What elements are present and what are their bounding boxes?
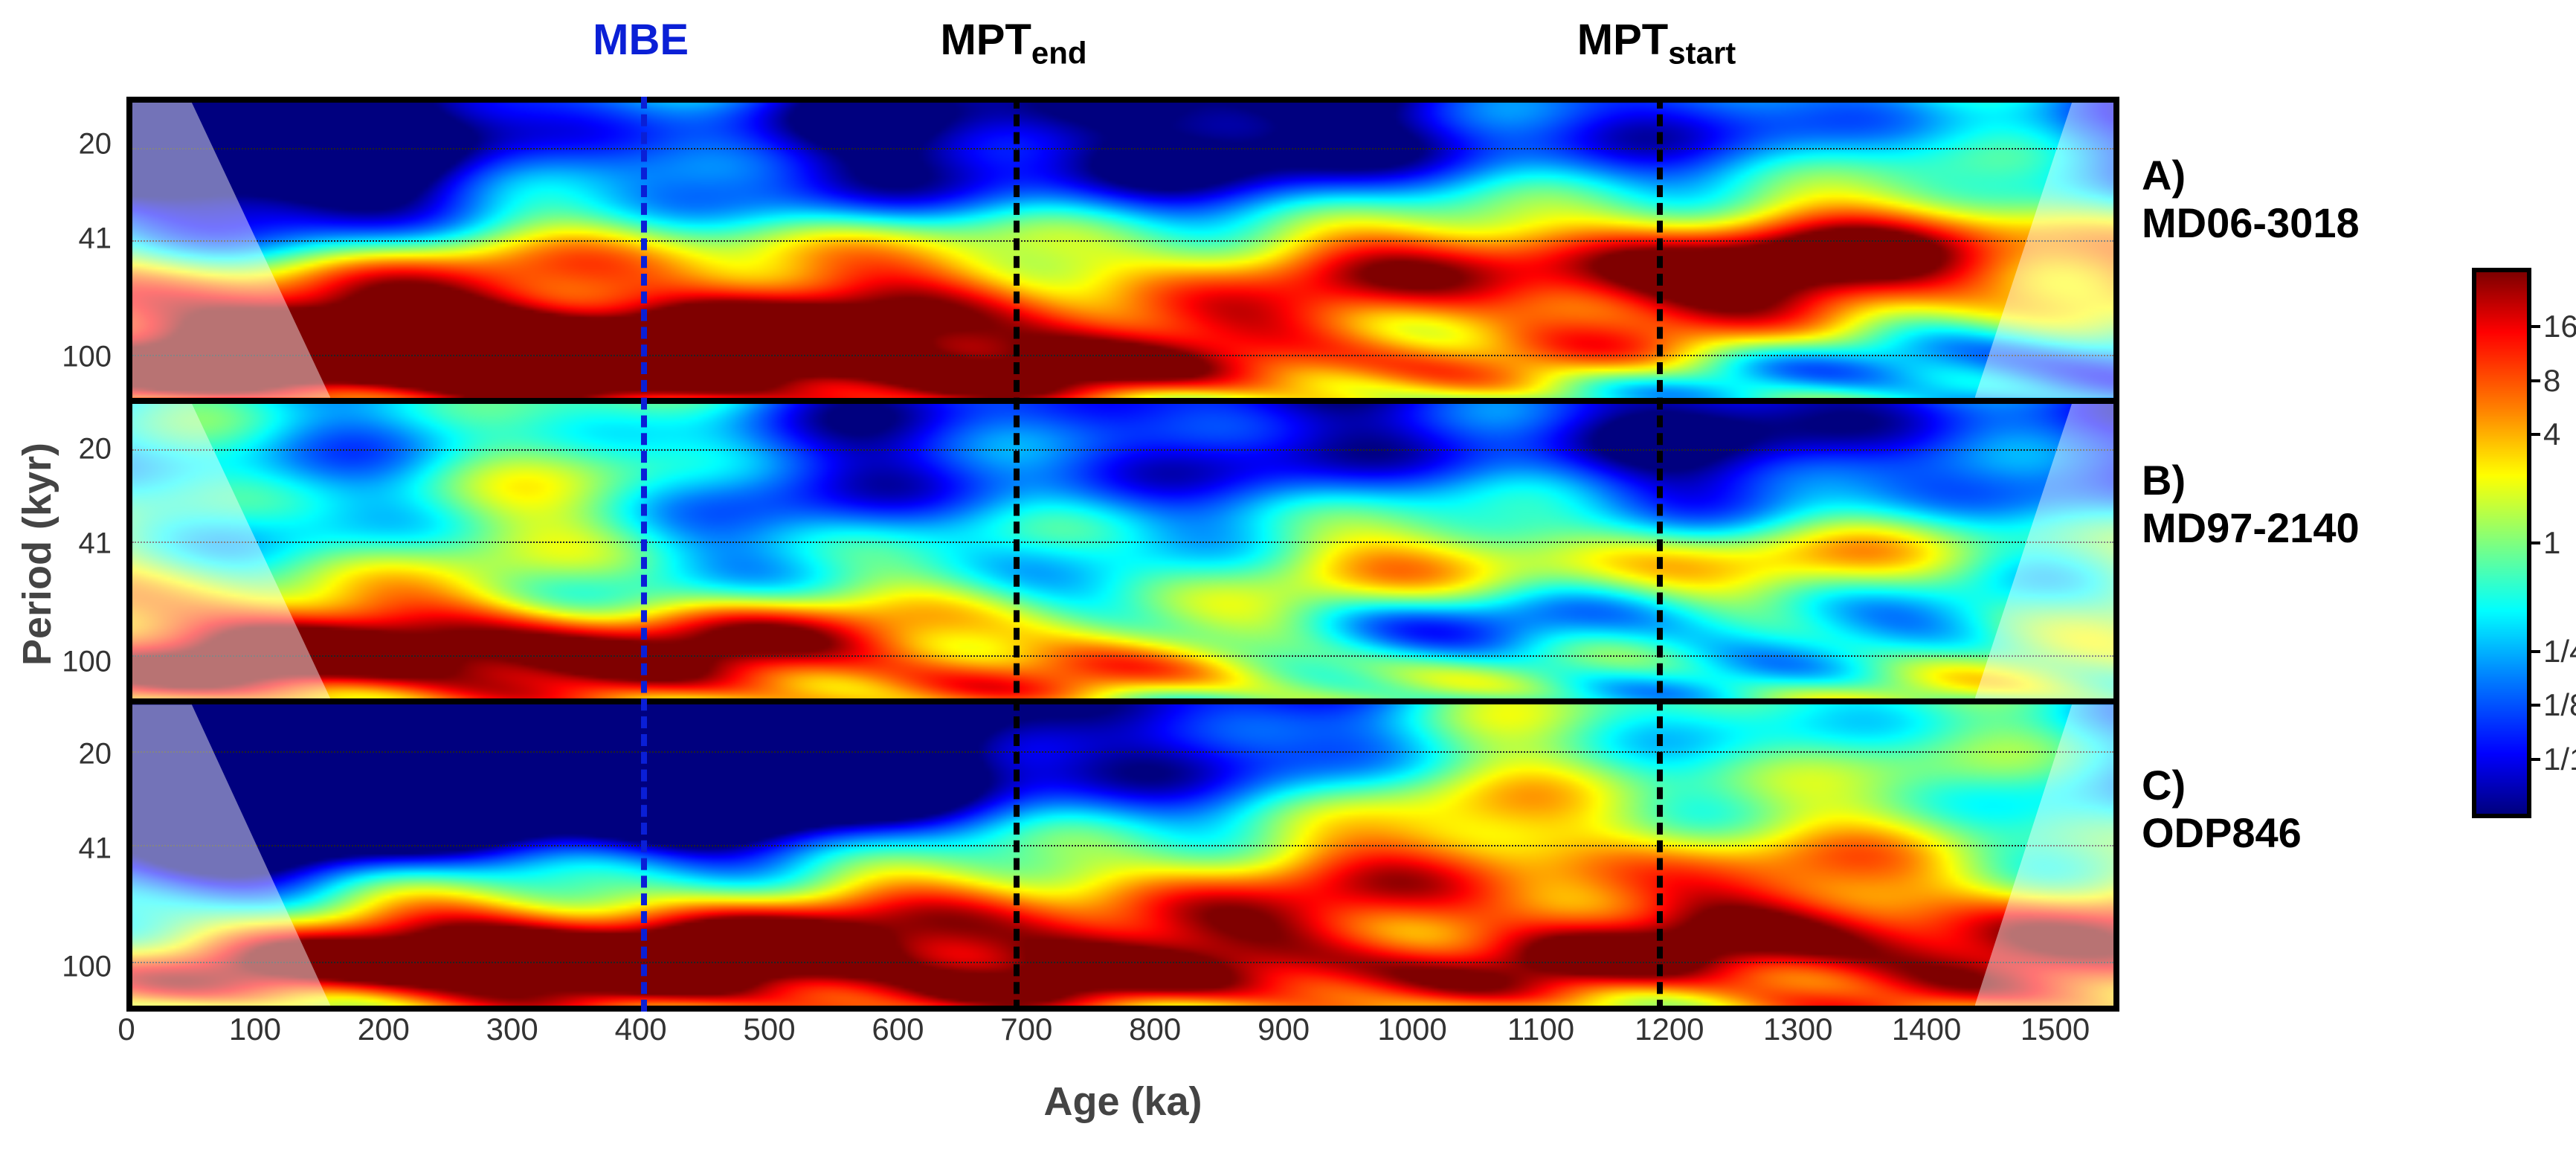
x-tick: 1500 <box>2020 1012 2090 1047</box>
panel-c <box>132 704 2113 1006</box>
x-axis-ticks: 0100200300400500600700800900100011001200… <box>126 1012 2119 1071</box>
event-label: MPTstart <box>1577 15 1736 71</box>
x-tick: 300 <box>486 1012 538 1047</box>
x-tick: 900 <box>1258 1012 1310 1047</box>
x-tick: 800 <box>1129 1012 1181 1047</box>
colorbar-canvas <box>2476 272 2527 814</box>
colorbar-tick-label: 1/8 <box>2543 687 2576 723</box>
wavelet-figure: Period (kyr) 204110020411002041100 MBEMP… <box>0 0 2576 1173</box>
panel-label: C)ODP846 <box>2142 762 2302 858</box>
y-tick: 100 <box>62 341 112 374</box>
x-tick: 700 <box>1000 1012 1052 1047</box>
plot-area <box>126 97 2119 1012</box>
colorbar-tick-label: 1/16 <box>2543 742 2576 777</box>
colorbar-tick-label: 1/4 <box>2543 634 2576 669</box>
colorbar-tick-label: 16 <box>2543 309 2576 344</box>
colorbar-tick-label: 4 <box>2543 417 2560 452</box>
panel-b <box>132 404 2113 705</box>
x-tick: 200 <box>358 1012 410 1047</box>
colorbar-tick-label: 8 <box>2543 363 2560 399</box>
y-tick: 100 <box>62 646 112 679</box>
x-axis-label: Age (ka) <box>126 1079 2119 1125</box>
colorbar: 168411/41/81/16 <box>2472 268 2531 818</box>
x-tick: 0 <box>117 1012 135 1047</box>
colorbar-tick-label: 1 <box>2543 525 2560 561</box>
wavelet-canvas-c <box>132 704 2113 1006</box>
panel-label: A)MD06-3018 <box>2142 152 2360 248</box>
x-tick: 600 <box>872 1012 924 1047</box>
x-tick: 500 <box>743 1012 795 1047</box>
event-label: MPTend <box>940 15 1086 71</box>
wavelet-canvas-b <box>132 404 2113 699</box>
x-tick: 1300 <box>1763 1012 1832 1047</box>
y-tick: 20 <box>79 737 112 771</box>
event-label: MBE <box>593 15 689 65</box>
wavelet-canvas-a <box>132 103 2113 398</box>
panel-label: B)MD97-2140 <box>2142 457 2360 553</box>
x-tick: 1200 <box>1635 1012 1704 1047</box>
y-tick: 41 <box>79 832 112 866</box>
y-tick: 20 <box>79 432 112 466</box>
y-tick: 41 <box>79 527 112 561</box>
x-tick: 1100 <box>1507 1012 1574 1047</box>
panel-a <box>132 103 2113 404</box>
y-axis-ticks: 20 41 100 20 41 100 20 41 100 <box>59 97 119 1012</box>
y-tick: 100 <box>62 951 112 984</box>
y-axis-label: Period (kyr) <box>15 97 59 1012</box>
x-tick: 1400 <box>1892 1012 1961 1047</box>
x-tick: 400 <box>615 1012 667 1047</box>
x-tick: 1000 <box>1377 1012 1446 1047</box>
y-tick: 41 <box>79 222 112 256</box>
y-tick: 20 <box>79 127 112 161</box>
x-tick: 100 <box>229 1012 281 1047</box>
